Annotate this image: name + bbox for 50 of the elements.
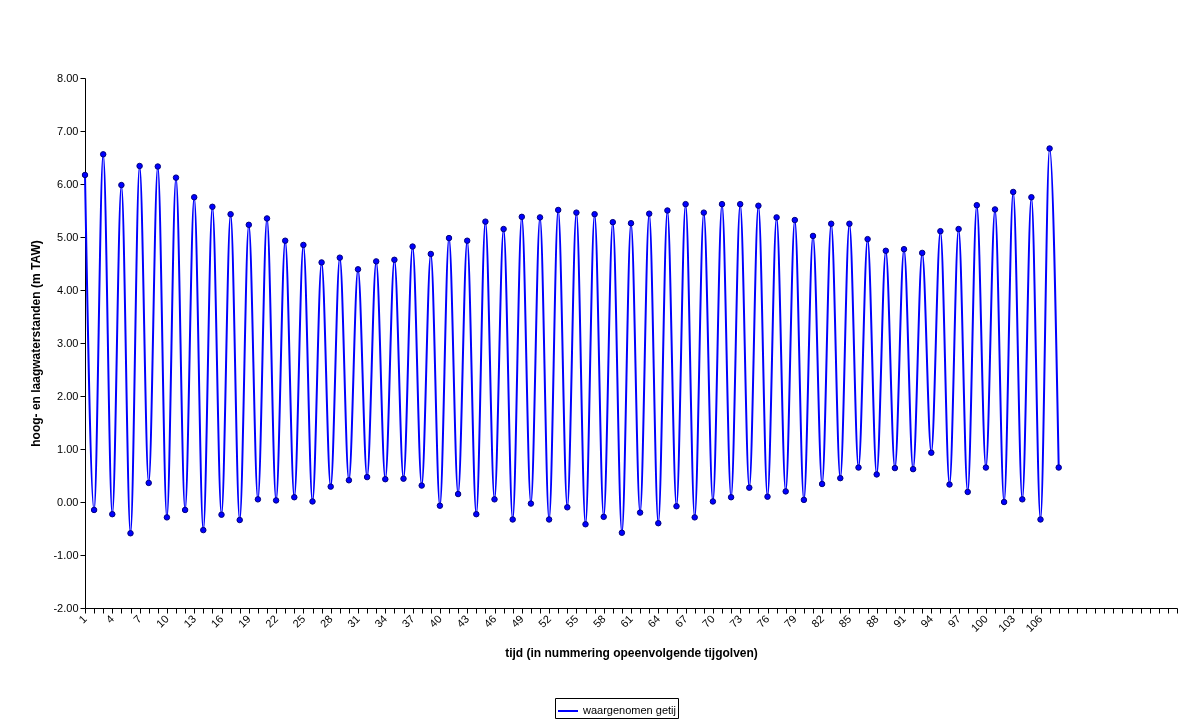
- x-tick-label: 61: [617, 612, 636, 630]
- x-tick-label: 91: [890, 612, 909, 630]
- y-tick-label: 8.00: [57, 71, 79, 84]
- x-tick-label: 85: [836, 612, 854, 630]
- y-tick-label: -1.00: [53, 548, 79, 561]
- x-tick-label: 46: [481, 612, 499, 630]
- x-tick-label: 79: [781, 612, 799, 630]
- x-tick-label: 25: [290, 612, 308, 630]
- y-tick-label: -2.00: [53, 601, 79, 614]
- x-tick-label: 19: [235, 612, 253, 630]
- x-tick-label: 88: [863, 612, 881, 630]
- x-tick-label: 70: [699, 612, 717, 630]
- x-tick-label: 55: [563, 612, 581, 630]
- x-tick-label: 22: [262, 612, 281, 630]
- x-axis-title: tijd (in nummering opeenvolgende tijgolven): [505, 646, 758, 661]
- legend-label: waargenomen getij: [582, 704, 676, 716]
- y-tick-label: 0.00: [57, 495, 79, 508]
- y-tick-label: 7.00: [57, 124, 79, 137]
- x-tick-label: 100: [968, 612, 990, 635]
- y-axis-title: hoog- en laagwaterstanden (m TAW): [29, 240, 44, 447]
- x-tick-label: 31: [344, 612, 363, 630]
- x-tick-label: 37: [399, 612, 417, 630]
- y-tick-label: 4.00: [57, 283, 79, 296]
- x-tick-label: 40: [426, 612, 444, 630]
- x-tick-label: 10: [153, 612, 171, 630]
- x-tick-label: 97: [945, 612, 963, 630]
- x-tick-label: 49: [508, 612, 526, 630]
- x-tick-label: 43: [454, 612, 472, 630]
- x-tick-label: 28: [317, 612, 335, 630]
- x-tick-label: 52: [535, 612, 554, 630]
- x-tick-label: 7: [130, 612, 144, 626]
- x-tick-label: 73: [727, 612, 745, 630]
- x-tick-label: 58: [590, 612, 608, 630]
- x-tick-label: 34: [372, 612, 390, 630]
- x-tick-label: 103: [995, 612, 1018, 635]
- x-tick-label: 13: [181, 612, 199, 630]
- y-tick-label: 3.00: [57, 336, 79, 349]
- x-tick-label: 67: [672, 612, 690, 630]
- x-tick-label: 82: [808, 612, 827, 630]
- x-tick-label: 4: [103, 612, 117, 626]
- x-tick-label: 64: [645, 612, 663, 630]
- x-tick-label: 16: [208, 612, 226, 630]
- y-tick-label: 2.00: [57, 389, 79, 402]
- y-tick-label: 6.00: [57, 177, 79, 190]
- x-tick-label: 1: [76, 612, 90, 626]
- x-tick-label: 94: [918, 612, 936, 630]
- y-tick-label: 5.00: [57, 230, 79, 243]
- y-tick-label: 1.00: [57, 442, 79, 455]
- x-tick-label: 76: [754, 612, 772, 630]
- x-tick-label: 106: [1023, 612, 1045, 635]
